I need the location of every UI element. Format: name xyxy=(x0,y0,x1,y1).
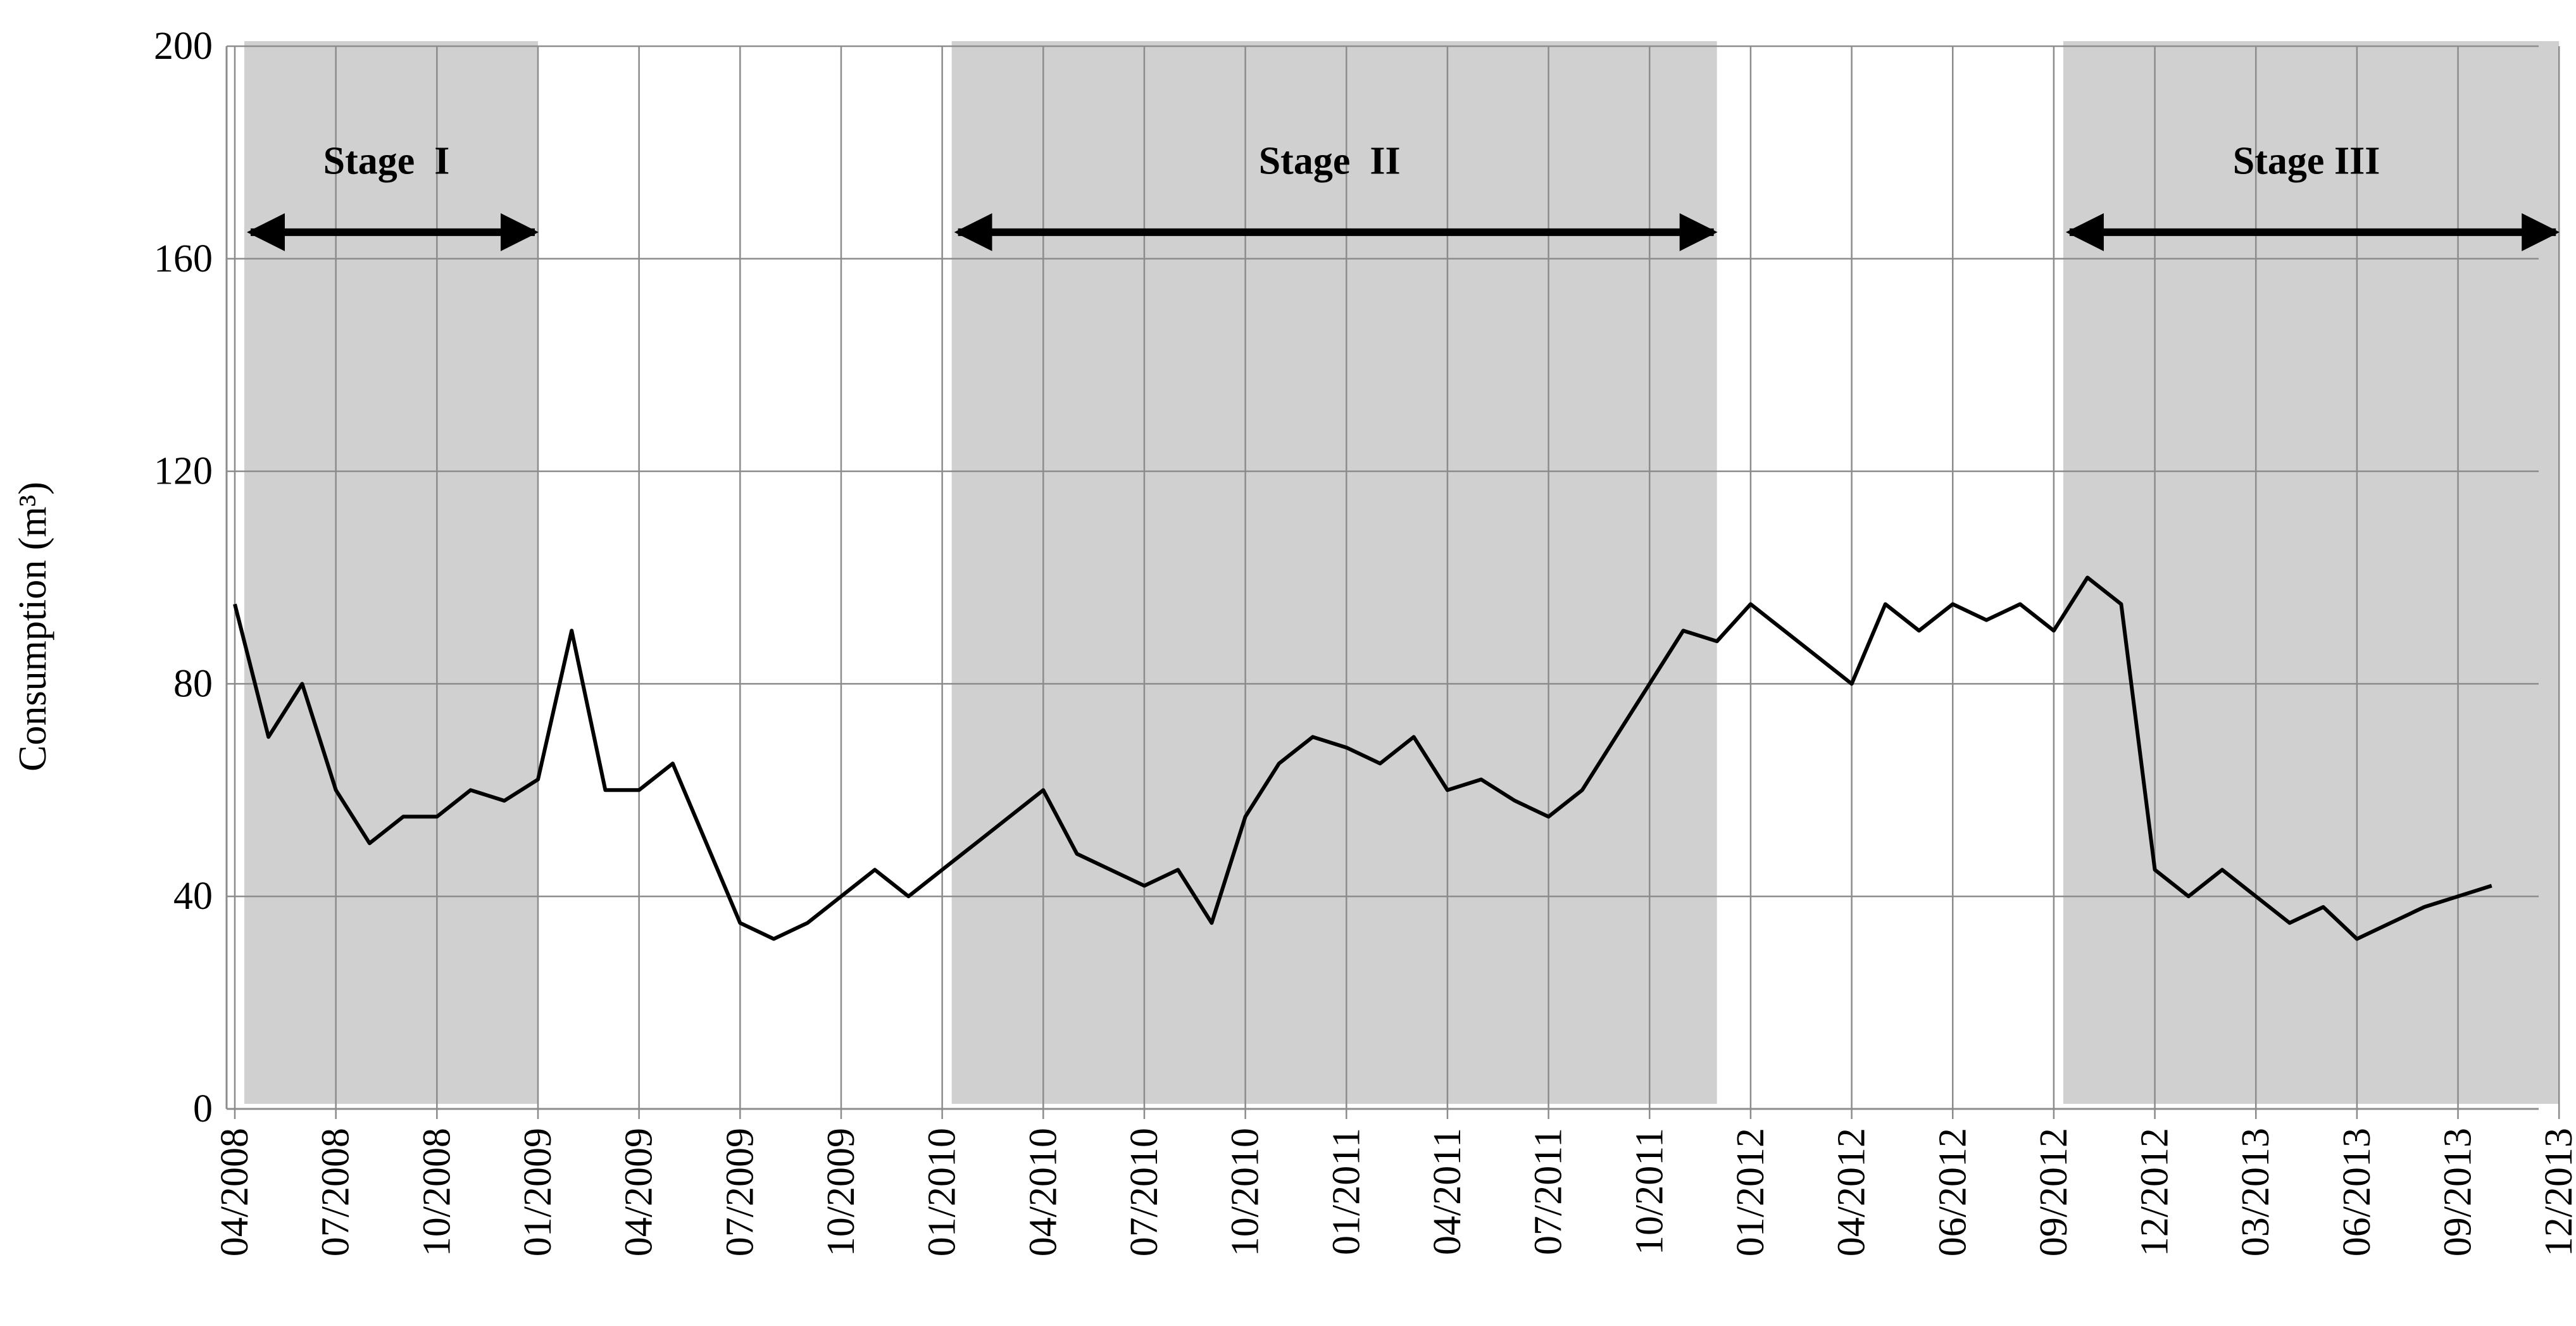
x-tick-label: 07/2011 xyxy=(1527,1128,1570,1255)
x-tick-label: 07/2010 xyxy=(1123,1128,1166,1256)
y-tick-label: 160 xyxy=(154,237,213,280)
y-tick-label: 120 xyxy=(154,450,213,493)
y-tick-label: 200 xyxy=(154,25,213,68)
x-tick-label: 12/2013 xyxy=(2537,1128,2576,1256)
x-tick-label: 04/2010 xyxy=(1022,1128,1065,1256)
y-tick-label: 40 xyxy=(173,875,213,918)
x-tick-label: 01/2010 xyxy=(921,1128,964,1256)
stage-label: Stage I xyxy=(323,139,450,182)
x-tick-label: 01/2009 xyxy=(516,1128,560,1256)
y-tick-label: 0 xyxy=(193,1087,213,1130)
x-tick-label: 04/2008 xyxy=(213,1128,256,1256)
consumption-line xyxy=(233,575,2492,941)
x-tick-label: 10/2008 xyxy=(415,1128,458,1256)
stage-region xyxy=(2063,41,2560,1104)
x-tick-label: 04/2009 xyxy=(618,1128,661,1256)
x-tick-label: 01/2012 xyxy=(1729,1128,1772,1256)
x-tick-label: 10/2010 xyxy=(1224,1128,1267,1256)
x-tick-label: 12/2012 xyxy=(2134,1128,2177,1256)
x-tick-label: 06/2013 xyxy=(2335,1128,2379,1256)
stage-region xyxy=(244,41,538,1104)
x-tick-label: 10/2011 xyxy=(1628,1128,1671,1255)
x-tick-label: 01/2011 xyxy=(1325,1128,1368,1255)
x-tick-label: 09/2012 xyxy=(2032,1128,2075,1256)
x-tick-label: 07/2009 xyxy=(718,1128,761,1256)
x-tick-label: 07/2008 xyxy=(315,1128,358,1256)
stage-region xyxy=(951,41,1717,1104)
x-tick-label: 09/2013 xyxy=(2437,1128,2480,1256)
y-axis-label: Consumption (m³) xyxy=(11,482,54,772)
x-tick-label: 06/2012 xyxy=(1931,1128,1974,1256)
stage-label: Stage III xyxy=(2233,139,2380,182)
stage-label: Stage II xyxy=(1259,139,1401,182)
x-tick-label: 04/2011 xyxy=(1426,1128,1469,1255)
x-tick-label: 04/2012 xyxy=(1830,1128,1873,1256)
x-tick-label: 03/2013 xyxy=(2234,1128,2277,1256)
x-tick-label: 10/2009 xyxy=(820,1128,863,1256)
y-tick-label: 80 xyxy=(173,662,213,705)
